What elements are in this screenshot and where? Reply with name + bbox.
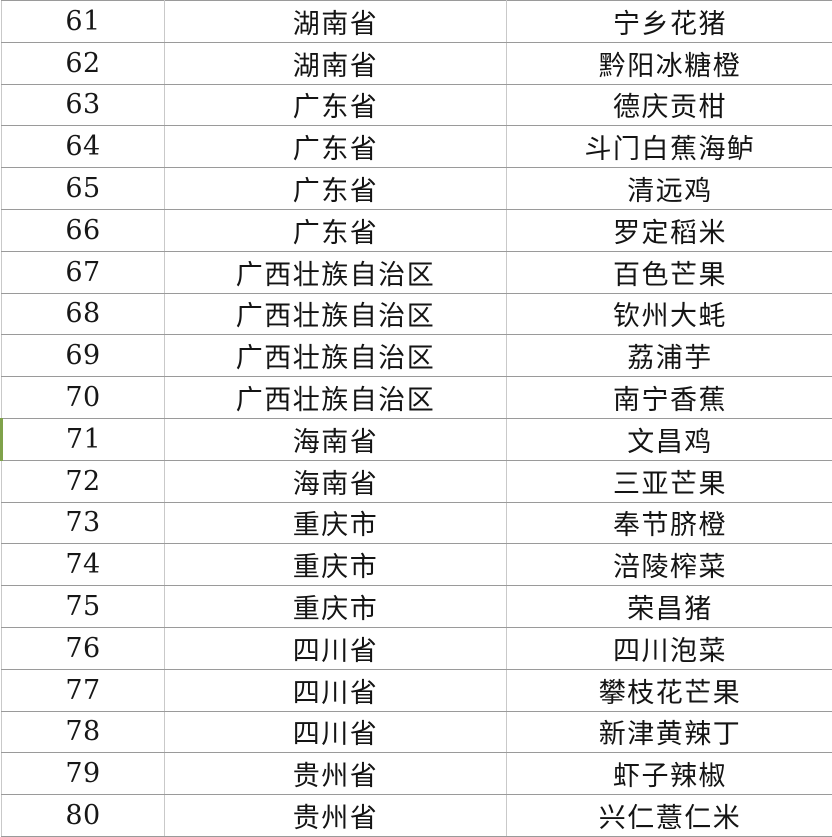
cell-product[interactable]: 钦州大蚝 <box>507 293 832 335</box>
cell-product[interactable]: 南宁香蕉 <box>507 377 832 419</box>
cell-product[interactable]: 新津黄辣丁 <box>507 711 832 753</box>
cell-product[interactable]: 兴仁薏仁米 <box>507 795 832 837</box>
cell-product[interactable]: 清远鸡 <box>507 168 832 210</box>
cell-index[interactable]: 80 <box>2 795 165 837</box>
cell-product[interactable]: 三亚芒果 <box>507 460 832 502</box>
cell-region[interactable]: 四川省 <box>165 627 507 669</box>
cell-index[interactable]: 73 <box>2 502 165 544</box>
cell-index[interactable]: 77 <box>2 669 165 711</box>
cell-index[interactable]: 69 <box>2 335 165 377</box>
cell-product[interactable]: 荔浦芋 <box>507 335 832 377</box>
cell-index[interactable]: 68 <box>2 293 165 335</box>
cell-index[interactable]: 62 <box>2 42 165 84</box>
cell-product[interactable]: 黔阳冰糖橙 <box>507 42 832 84</box>
cell-product[interactable]: 奉节脐橙 <box>507 502 832 544</box>
cell-region[interactable]: 四川省 <box>165 669 507 711</box>
cell-product[interactable]: 文昌鸡 <box>507 418 832 460</box>
cell-index[interactable]: 67 <box>2 251 165 293</box>
cell-product[interactable]: 涪陵榨菜 <box>507 544 832 586</box>
cell-region[interactable]: 广东省 <box>165 126 507 168</box>
cell-region[interactable]: 广东省 <box>165 168 507 210</box>
cell-region[interactable]: 贵州省 <box>165 753 507 795</box>
cell-region[interactable]: 广西壮族自治区 <box>165 335 507 377</box>
cell-index[interactable]: 72 <box>2 460 165 502</box>
cell-index[interactable]: 76 <box>2 627 165 669</box>
cell-index[interactable]: 64 <box>2 126 165 168</box>
cell-index[interactable]: 75 <box>2 586 165 628</box>
cell-region[interactable]: 海南省 <box>165 460 507 502</box>
cell-product[interactable]: 荣昌猪 <box>507 586 832 628</box>
cell-region[interactable]: 广西壮族自治区 <box>165 251 507 293</box>
cell-index[interactable]: 66 <box>2 209 165 251</box>
cell-index[interactable]: 79 <box>2 753 165 795</box>
cell-index[interactable]: 61 <box>2 1 165 43</box>
cell-product[interactable]: 四川泡菜 <box>507 627 832 669</box>
cell-index[interactable]: 63 <box>2 84 165 126</box>
cell-region[interactable]: 四川省 <box>165 711 507 753</box>
cell-region[interactable]: 广西壮族自治区 <box>165 377 507 419</box>
cell-region[interactable]: 广东省 <box>165 209 507 251</box>
cell-product[interactable]: 罗定稻米 <box>507 209 832 251</box>
cell-region[interactable]: 广西壮族自治区 <box>165 293 507 335</box>
cell-product[interactable]: 百色芒果 <box>507 251 832 293</box>
cell-product[interactable]: 攀枝花芒果 <box>507 669 832 711</box>
cell-region[interactable]: 重庆市 <box>165 544 507 586</box>
cell-index[interactable]: 78 <box>2 711 165 753</box>
cell-region[interactable]: 湖南省 <box>165 42 507 84</box>
cell-region[interactable]: 重庆市 <box>165 586 507 628</box>
cell-region[interactable]: 重庆市 <box>165 502 507 544</box>
cell-product[interactable]: 斗门白蕉海鲈 <box>507 126 832 168</box>
cell-region[interactable]: 贵州省 <box>165 795 507 837</box>
cell-index[interactable]: 65 <box>2 168 165 210</box>
cell-region[interactable]: 广东省 <box>165 84 507 126</box>
cell-product[interactable]: 虾子辣椒 <box>507 753 832 795</box>
cell-region[interactable]: 湖南省 <box>165 1 507 43</box>
cell-region[interactable]: 海南省 <box>165 418 507 460</box>
cell-product[interactable]: 宁乡花猪 <box>507 1 832 43</box>
cell-index[interactable]: 70 <box>2 377 165 419</box>
cell-product[interactable]: 德庆贡柑 <box>507 84 832 126</box>
cell-index[interactable]: 74 <box>2 544 165 586</box>
cell-index[interactable]: 71 <box>2 418 165 460</box>
